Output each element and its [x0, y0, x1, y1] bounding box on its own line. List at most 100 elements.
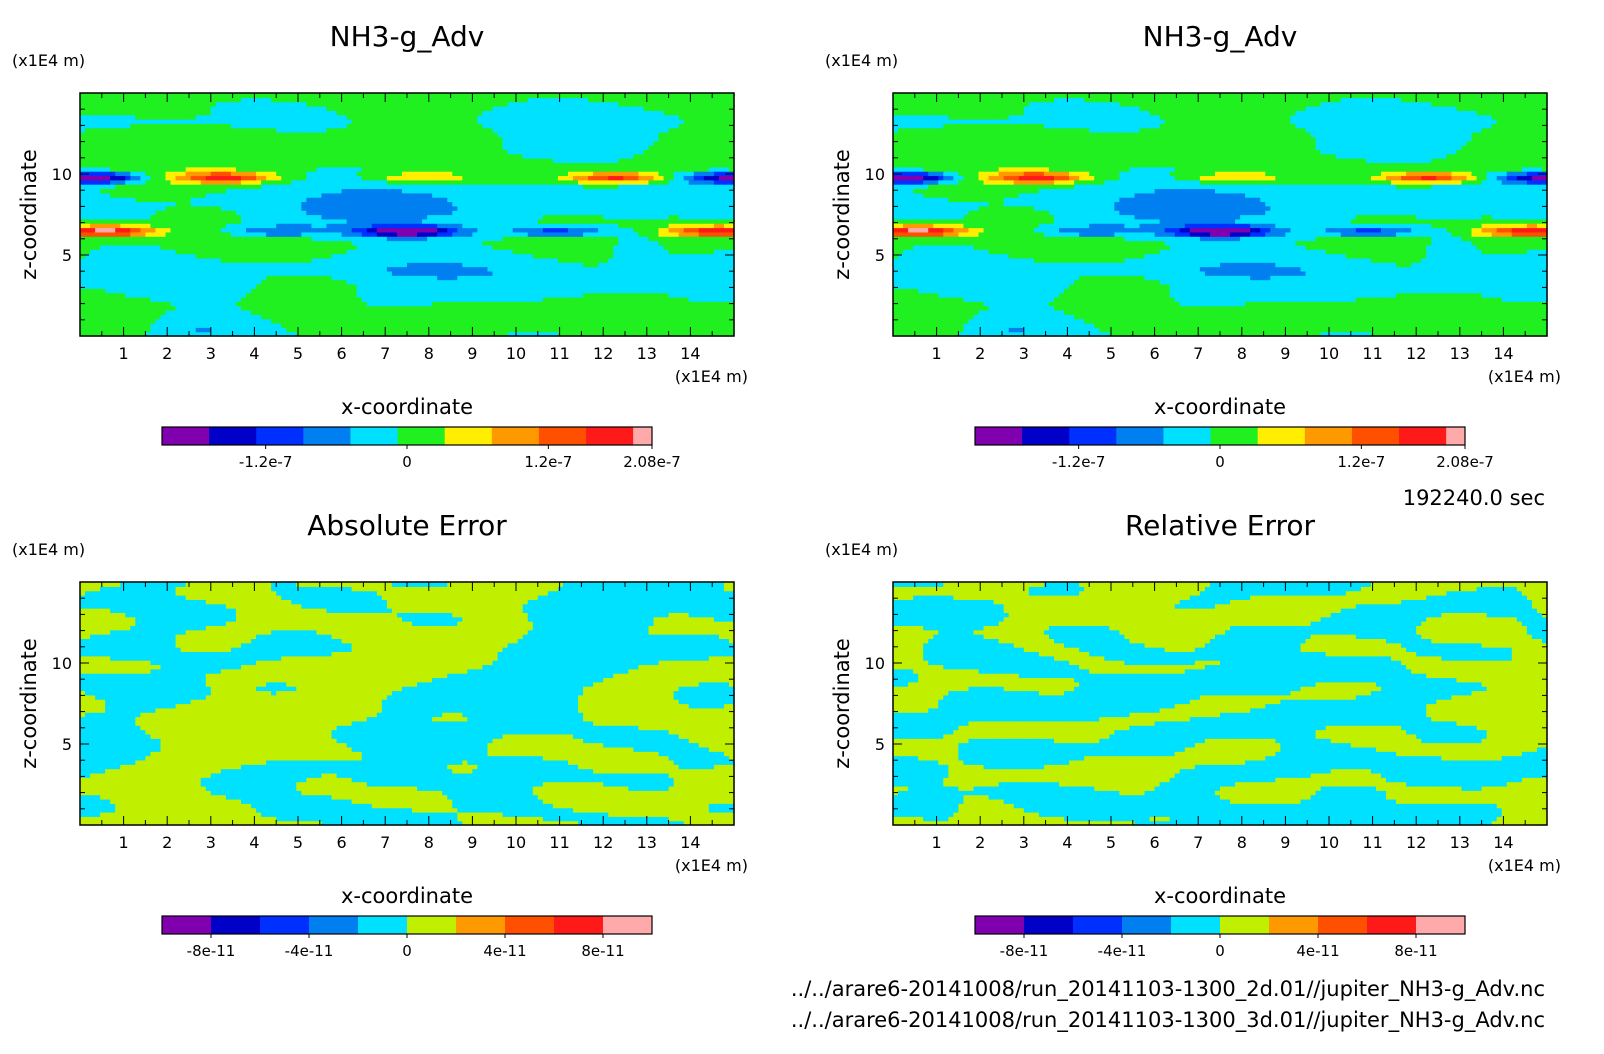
heatmap-cell	[492, 240, 499, 246]
heatmap-cell	[120, 253, 126, 259]
heatmap-cell	[230, 179, 237, 185]
heatmap-cell	[215, 240, 222, 246]
heatmap-cell	[517, 253, 524, 259]
heatmap-cell	[381, 322, 388, 328]
heatmap-cell	[140, 145, 146, 151]
heatmap-cell	[85, 214, 91, 220]
heatmap-cell	[261, 257, 267, 263]
heatmap-cell	[381, 257, 388, 263]
heatmap-cell	[90, 175, 96, 181]
heatmap-cell	[95, 197, 101, 203]
heatmap-cell	[195, 262, 202, 268]
heatmap-cell	[301, 166, 307, 172]
heatmap-cell	[160, 192, 167, 198]
heatmap-cell	[477, 145, 484, 151]
heatmap-cell	[130, 171, 136, 177]
heatmap-cell	[210, 253, 217, 259]
heatmap-cell	[422, 119, 428, 124]
heatmap-cell	[205, 318, 212, 324]
heatmap-cell	[165, 279, 172, 285]
heatmap-cell	[346, 205, 353, 211]
heatmap-cell	[135, 249, 141, 255]
heatmap-cell	[356, 110, 363, 116]
heatmap-cell	[401, 184, 408, 190]
heatmap-cell	[296, 132, 302, 137]
heatmap-cell	[482, 244, 489, 250]
heatmap-cell	[261, 305, 267, 311]
heatmap-cell	[482, 305, 489, 311]
heatmap-cell	[517, 136, 524, 142]
heatmap-cell	[135, 301, 141, 307]
heatmap-cell	[396, 153, 403, 159]
heatmap-cell	[135, 145, 141, 151]
heatmap-cell	[341, 244, 348, 250]
heatmap-cell	[120, 275, 126, 281]
heatmap-cell	[472, 283, 479, 289]
heatmap-cell	[477, 240, 484, 246]
heatmap-cell	[145, 262, 152, 268]
heatmap-cell	[150, 136, 157, 142]
heatmap-cell	[462, 132, 468, 137]
heatmap-cell	[442, 192, 448, 198]
heatmap-cell	[386, 331, 393, 337]
heatmap-cell	[507, 145, 514, 151]
heatmap-cell	[296, 249, 302, 255]
heatmap-cell	[386, 309, 393, 315]
heatmap-cell	[371, 127, 378, 133]
heatmap-cell	[477, 106, 484, 111]
heatmap-cell	[356, 240, 363, 246]
heatmap-cell	[517, 153, 524, 159]
heatmap-cell	[95, 192, 101, 198]
heatmap-cell	[306, 283, 313, 289]
heatmap-cell	[361, 210, 368, 216]
heatmap-cell	[125, 309, 131, 315]
heatmap-cell	[235, 179, 242, 185]
heatmap-cell	[316, 101, 323, 107]
heatmap-cell	[125, 275, 131, 281]
heatmap-cell	[281, 318, 287, 324]
heatmap-cell	[467, 205, 473, 211]
heatmap-cell	[361, 179, 368, 185]
heatmap-cell	[326, 201, 333, 207]
heatmap-cell	[316, 266, 323, 272]
heatmap-cell	[396, 244, 403, 250]
heatmap-cell	[432, 175, 438, 181]
heatmap-cell	[261, 127, 267, 133]
heatmap-cell	[160, 318, 167, 324]
heatmap-cell	[266, 288, 272, 294]
heatmap-cell	[522, 292, 529, 298]
heatmap-cell	[306, 249, 313, 255]
heatmap-cell	[336, 210, 343, 216]
heatmap-cell	[276, 210, 282, 216]
heatmap-cell	[145, 179, 152, 185]
heatmap-cell	[432, 149, 438, 155]
heatmap-cell	[462, 309, 468, 315]
heatmap-cell	[95, 106, 101, 111]
heatmap-cell	[150, 175, 157, 181]
heatmap-cell	[185, 309, 192, 315]
heatmap-cell	[230, 236, 237, 242]
heatmap-cell	[170, 171, 177, 177]
heatmap-cell	[125, 127, 131, 133]
heatmap-cell	[336, 244, 343, 250]
heatmap-cell	[240, 240, 247, 246]
heatmap-cell	[266, 145, 272, 151]
heatmap-cell	[386, 296, 393, 302]
heatmap-cell	[85, 93, 91, 98]
heatmap-cell	[110, 327, 116, 333]
heatmap-cell	[346, 171, 353, 177]
heatmap-cell	[341, 101, 348, 107]
heatmap-cell	[371, 314, 378, 320]
heatmap-cell	[396, 192, 403, 198]
heatmap-cell	[386, 236, 393, 242]
heatmap-cell	[240, 301, 247, 307]
heatmap-cell	[301, 201, 307, 207]
heatmap-cell	[452, 132, 458, 137]
heatmap-cell	[100, 270, 106, 276]
heatmap-cell	[457, 305, 463, 311]
heatmap-cell	[195, 184, 202, 190]
heatmap-cell	[215, 227, 222, 233]
heatmap-cell	[266, 296, 272, 302]
heatmap-cell	[447, 296, 453, 302]
heatmap-cell	[175, 119, 182, 124]
